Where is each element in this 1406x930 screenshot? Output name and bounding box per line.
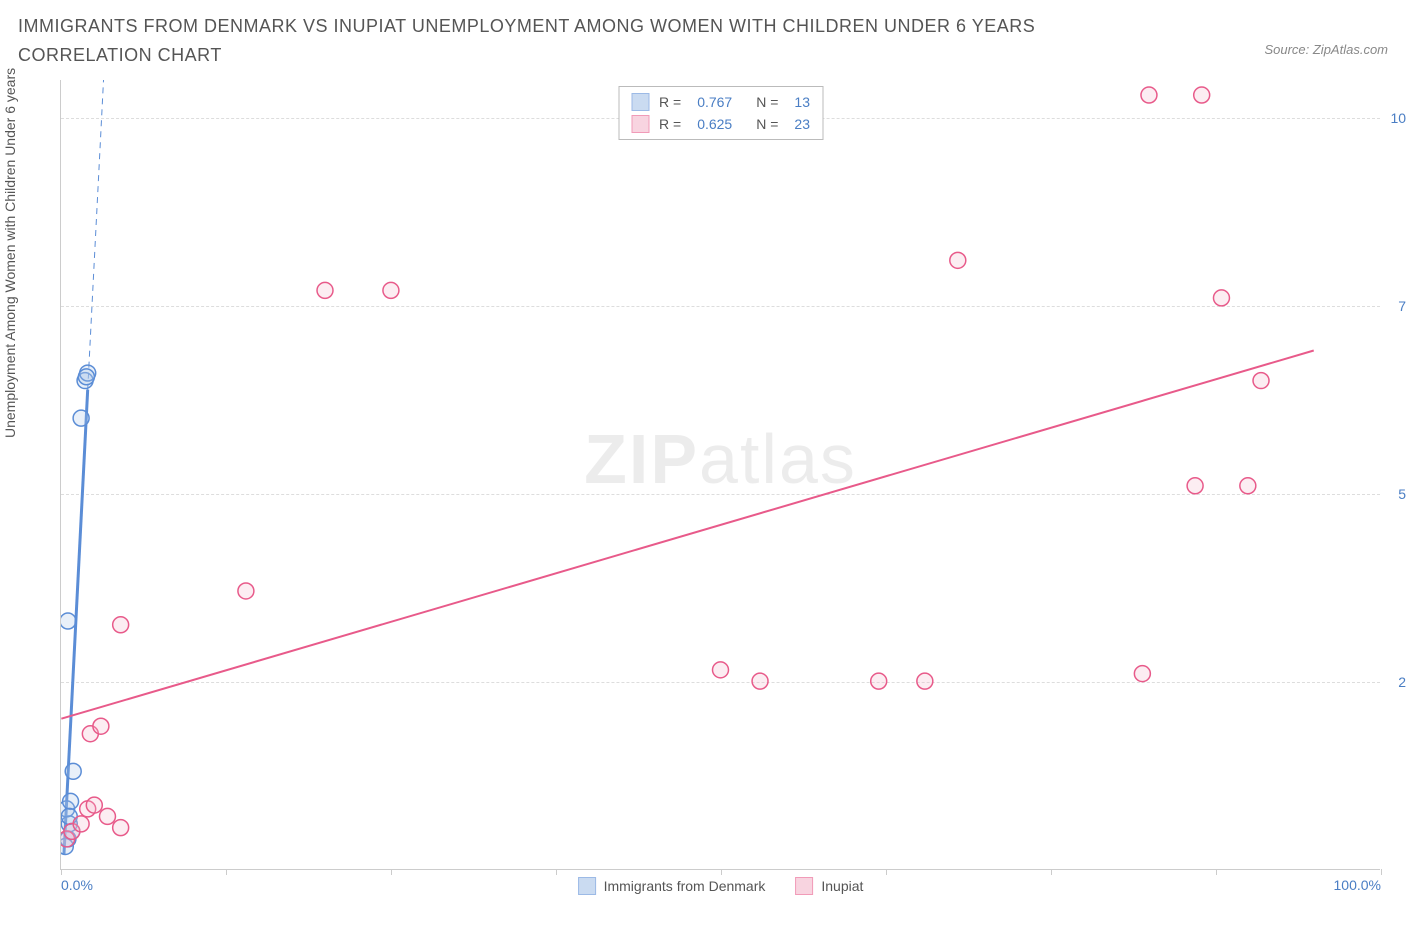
source-label: Source: ZipAtlas.com [1264, 42, 1388, 57]
legend-r-label: R = [659, 94, 681, 110]
data-point [65, 763, 81, 779]
data-point [871, 673, 887, 689]
data-point [238, 583, 254, 599]
data-point [950, 252, 966, 268]
legend-n-value: 13 [794, 94, 810, 110]
data-point [1213, 290, 1229, 306]
x-tick [1381, 869, 1382, 875]
data-point [317, 282, 333, 298]
y-tick-label: 25.0% [1398, 674, 1406, 690]
data-point [78, 369, 94, 385]
legend-swatch [795, 877, 813, 895]
legend-swatch [631, 93, 649, 111]
data-point [1134, 666, 1150, 682]
legend-label: Immigrants from Denmark [604, 878, 766, 894]
stats-legend: R = 0.767 N = 13 R = 0.625 N = 23 [618, 86, 823, 140]
x-tick [226, 869, 227, 875]
legend-label: Inupiat [821, 878, 863, 894]
data-point [1187, 478, 1203, 494]
plot-area: ZIPatlas R =0.767N =13R =0.625N =23 Immi… [60, 80, 1380, 870]
legend-swatch [578, 877, 596, 895]
x-tick [556, 869, 557, 875]
data-point [1240, 478, 1256, 494]
x-tick [1216, 869, 1217, 875]
x-tick [886, 869, 887, 875]
legend-item: Inupiat [795, 877, 863, 895]
y-tick-label: 100.0% [1391, 110, 1406, 126]
data-point [1194, 87, 1210, 103]
legend-swatch [631, 115, 649, 133]
data-point [63, 793, 79, 809]
data-point [73, 816, 89, 832]
data-point [73, 410, 89, 426]
data-point [93, 718, 109, 734]
data-point [113, 820, 129, 836]
x-tick [61, 869, 62, 875]
scatter-plot-svg [61, 80, 1380, 869]
y-axis-label: Unemployment Among Women with Children U… [2, 68, 18, 438]
data-point [713, 662, 729, 678]
y-tick-label: 50.0% [1398, 486, 1406, 502]
series-legend: Immigrants from Denmark Inupiat [578, 877, 864, 895]
legend-n-label: N = [756, 116, 778, 132]
data-point [113, 617, 129, 633]
data-point [917, 673, 933, 689]
data-point [752, 673, 768, 689]
x-tick [721, 869, 722, 875]
legend-stat-row: R = 0.625 N = 23 [631, 113, 810, 135]
data-point [1141, 87, 1157, 103]
y-tick-label: 75.0% [1398, 298, 1406, 314]
legend-r-label: R = [659, 116, 681, 132]
data-point [99, 808, 115, 824]
legend-item: Immigrants from Denmark [578, 877, 766, 895]
x-tick-label: 100.0% [1334, 877, 1381, 893]
data-point [383, 282, 399, 298]
x-tick [391, 869, 392, 875]
x-tick-label: 0.0% [61, 877, 93, 893]
legend-r-value: 0.625 [697, 116, 732, 132]
x-tick [1051, 869, 1052, 875]
legend-r-value: 0.767 [697, 94, 732, 110]
legend-n-label: N = [756, 94, 778, 110]
legend-n-value: 23 [794, 116, 810, 132]
data-point [61, 613, 76, 629]
data-point [1253, 373, 1269, 389]
legend-stat-row: R = 0.767 N = 13 [631, 91, 810, 113]
data-point [86, 797, 102, 813]
chart-title: IMMIGRANTS FROM DENMARK VS INUPIAT UNEMP… [18, 12, 1118, 70]
